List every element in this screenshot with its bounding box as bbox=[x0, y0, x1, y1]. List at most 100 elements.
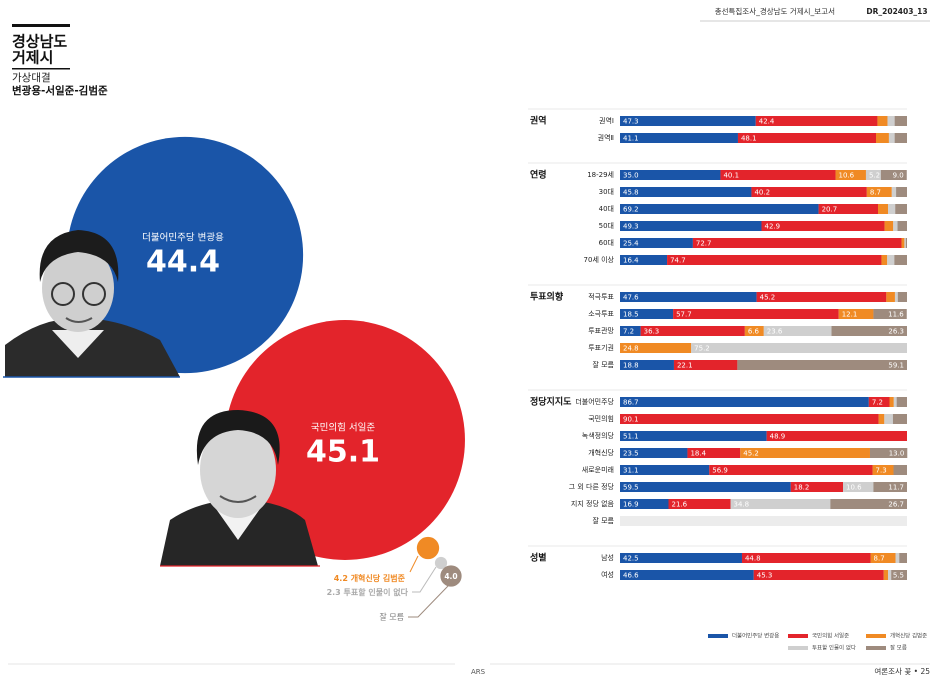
bar-segment bbox=[620, 397, 869, 407]
bar-segment bbox=[790, 482, 843, 492]
bar-value-label: 18.2 bbox=[794, 484, 810, 492]
bar-segment bbox=[896, 187, 907, 197]
bubble-name: 더불어민주당 변광용 bbox=[142, 232, 224, 244]
group-label: 투표의향 bbox=[530, 291, 564, 303]
leader-line bbox=[409, 555, 419, 573]
group-label: 연령 bbox=[530, 169, 547, 181]
bar-value-label: 22.1 bbox=[677, 362, 693, 370]
bar-value-label: 41.1 bbox=[623, 135, 639, 143]
bar-segment bbox=[868, 397, 890, 407]
bar-value-label: 59.1 bbox=[888, 362, 904, 370]
footer-brand: 여론조사 꽃 • 25 bbox=[874, 666, 930, 676]
bar-segment bbox=[620, 292, 757, 302]
bar-value-label: 10.6 bbox=[839, 172, 855, 180]
bubble-name: 투표할 인물이 없다 bbox=[344, 587, 409, 597]
bar-segment bbox=[889, 397, 894, 407]
category-label: 투표관망 bbox=[588, 326, 614, 335]
bar-segment bbox=[894, 133, 907, 143]
bar-value-label: 7.3 bbox=[876, 467, 887, 475]
bubble bbox=[66, 136, 304, 374]
legend-label: 투표할 인물이 없다 bbox=[812, 644, 856, 652]
bubble-value: 4.2 bbox=[334, 574, 348, 583]
bubble-name: 국민의힘 서일준 bbox=[311, 423, 375, 434]
bar-value-label: 42.4 bbox=[759, 118, 775, 126]
bar-value-label: 48.9 bbox=[770, 433, 786, 441]
bar-value-label: 47.3 bbox=[623, 118, 639, 126]
bar-value-label: 45.8 bbox=[623, 189, 639, 197]
footer-method: ARS bbox=[471, 668, 486, 676]
matchup: 변광용-서일준-김범준 bbox=[12, 84, 108, 97]
bar-segment bbox=[888, 570, 892, 580]
title-line: 경상남도 bbox=[12, 33, 67, 51]
bar-segment bbox=[620, 482, 791, 492]
bar-segment bbox=[667, 255, 882, 265]
category-label: 50대 bbox=[599, 222, 614, 230]
bar-segment bbox=[668, 499, 731, 509]
category-label: 40대 bbox=[599, 205, 614, 213]
title-rule bbox=[12, 68, 70, 70]
bar-segment bbox=[620, 170, 721, 180]
bar-segment bbox=[897, 221, 907, 231]
bar-segment bbox=[881, 255, 888, 265]
bar-value-label: 20.7 bbox=[822, 206, 838, 214]
bar-value-label: 16.9 bbox=[623, 501, 639, 509]
bar-segment bbox=[893, 397, 897, 407]
bar-segment bbox=[870, 553, 896, 563]
category-label: 지지 정당 없음 bbox=[571, 499, 615, 508]
legend-swatch bbox=[866, 634, 886, 638]
bar-segment bbox=[897, 292, 907, 302]
bar-segment bbox=[877, 116, 888, 126]
bar-segment bbox=[891, 187, 897, 197]
bar-track bbox=[620, 516, 907, 526]
bubble-value: 2.3 bbox=[327, 588, 341, 597]
group-label: 권역 bbox=[530, 115, 547, 127]
legend-swatch bbox=[866, 646, 886, 650]
category-label: 권역Ⅰ bbox=[599, 116, 614, 125]
bar-segment bbox=[620, 309, 674, 319]
category-label: 남성 bbox=[601, 553, 614, 562]
legend-label: 개혁신당 김범준 bbox=[890, 632, 927, 640]
category-label: 녹색정의당 bbox=[582, 431, 615, 440]
bar-segment bbox=[888, 133, 895, 143]
bar-segment bbox=[894, 255, 907, 265]
category-label: 소극투표 bbox=[588, 310, 614, 318]
legend-swatch bbox=[788, 634, 808, 638]
bar-value-label: 16.4 bbox=[623, 257, 639, 265]
bar-segment bbox=[884, 221, 894, 231]
legend-swatch bbox=[708, 634, 728, 638]
bar-value-label: 8.7 bbox=[870, 189, 881, 197]
bubble bbox=[440, 565, 462, 587]
bar-value-label: 40.1 bbox=[723, 172, 739, 180]
bar-segment bbox=[901, 238, 905, 248]
bar-value-label: 26.7 bbox=[888, 501, 904, 509]
bar-value-label: 51.1 bbox=[623, 433, 639, 441]
bar-segment bbox=[893, 221, 898, 231]
legend-label: 더불어민주당 변광용 bbox=[732, 632, 779, 640]
bar-segment bbox=[869, 448, 908, 458]
bar-value-label: 44.8 bbox=[745, 555, 761, 563]
bar-segment bbox=[620, 133, 738, 143]
category-label: 70세 이상 bbox=[584, 255, 615, 264]
bar-segment bbox=[899, 553, 907, 563]
bubble-label: 4.2 개혁신당 김범준 bbox=[334, 573, 406, 583]
category-label: 권역Ⅱ bbox=[598, 133, 614, 142]
bar-value-label: 26.3 bbox=[888, 328, 904, 336]
bar-segment bbox=[620, 499, 669, 509]
bar-segment bbox=[766, 431, 907, 441]
category-label: 잘 모름 bbox=[592, 517, 614, 525]
category-label: 60대 bbox=[599, 239, 614, 247]
bar-segment bbox=[893, 465, 907, 475]
candidate-photo bbox=[3, 230, 180, 378]
bar-segment bbox=[818, 204, 879, 214]
bar-value-label: 35.0 bbox=[623, 172, 639, 180]
bar-segment bbox=[620, 204, 819, 214]
bar-value-label: 6.6 bbox=[748, 328, 760, 336]
bar-segment bbox=[620, 255, 668, 265]
category-label: 30대 bbox=[599, 188, 614, 196]
legend-swatch bbox=[788, 646, 808, 650]
bar-value-label: 46.6 bbox=[623, 572, 639, 580]
legend-label: 잘 모름 bbox=[890, 644, 907, 652]
category-label: 잘 모름 bbox=[592, 361, 614, 369]
title-rule bbox=[12, 24, 70, 27]
